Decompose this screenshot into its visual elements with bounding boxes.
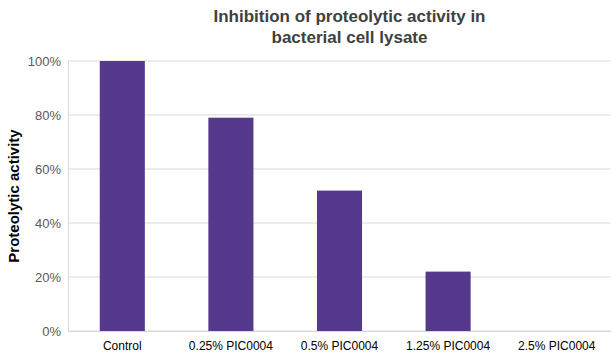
x-tick: 2.5% PIC0004 [518, 331, 596, 353]
grid-line [68, 61, 611, 62]
y-tick: 20% [35, 270, 68, 285]
y-axis-line [68, 62, 69, 332]
y-tick: 40% [35, 216, 68, 231]
x-tick: Control [103, 331, 142, 353]
bar [426, 272, 471, 331]
x-tick: 0.25% PIC0004 [189, 331, 273, 353]
chart: 0% 20% 40% 60% 80% 100% Control 0.25% PIC0004 0.… [0, 0, 616, 360]
y-tick: 80% [35, 108, 68, 123]
x-tick: 1.25% PIC0004 [406, 331, 490, 353]
x-tick-label: 0.25% PIC0004 [189, 339, 273, 353]
y-tick-label: 60% [35, 162, 61, 177]
x-tick: 0.5% PIC0004 [301, 331, 379, 353]
title-line: bacterial cell lysate [272, 28, 428, 47]
y-tick: 0% [42, 324, 68, 339]
grid-line [68, 169, 611, 170]
bar [208, 118, 253, 331]
y-tick: 100% [28, 54, 68, 69]
x-tick-label: 1.25% PIC0004 [406, 339, 490, 353]
y-tick-label: 40% [35, 216, 61, 231]
y-tick-label: 80% [35, 108, 61, 123]
x-tick-label: 2.5% PIC0004 [518, 339, 596, 353]
y-tick: 60% [35, 162, 68, 177]
title-line: Inhibition of proteolytic activity in [213, 7, 485, 26]
bar [317, 191, 362, 331]
x-tick-label: Control [103, 339, 142, 353]
grid [68, 61, 611, 331]
y-tick-label: 100% [28, 54, 62, 69]
bar [100, 61, 145, 331]
grid-line [68, 115, 611, 116]
x-tick-label: 0.5% PIC0004 [301, 339, 379, 353]
y-axis-title: Proteolytic activity [5, 129, 22, 263]
bars [100, 61, 471, 331]
title: Inhibition of proteolytic activity in bac… [213, 7, 485, 47]
x-axis: Control 0.25% PIC0004 0.5% PIC0004 1.25% PI… [69, 331, 612, 353]
y-axis: 0% 20% 40% 60% 80% 100% [28, 54, 69, 339]
x-axis-line [69, 331, 612, 332]
y-tick-label: 0% [42, 324, 61, 339]
bar [534, 331, 579, 332]
y-tick-label: 20% [35, 270, 61, 285]
